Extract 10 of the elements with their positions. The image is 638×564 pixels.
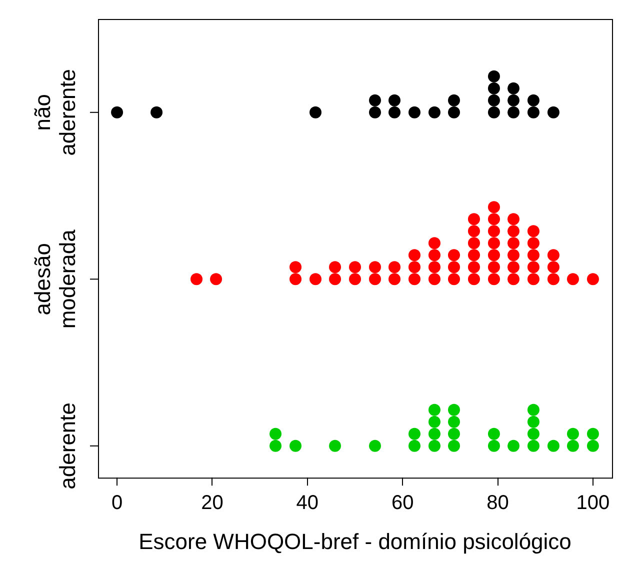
y-tick-label: não aderente xyxy=(30,68,80,156)
x-tick-label: 0 xyxy=(111,492,123,514)
y-tick-label: adesão moderada xyxy=(30,228,80,329)
x-tick-label: 20 xyxy=(201,492,224,514)
x-tick-label: 80 xyxy=(486,492,509,514)
x-axis-title: Escore WHOQOL-bref - domínio psicológico xyxy=(138,528,572,554)
y-tick-label: aderente xyxy=(55,402,80,490)
x-tick-label: 60 xyxy=(391,492,414,514)
x-tick-label: 40 xyxy=(296,492,319,514)
x-tick-label: 100 xyxy=(576,492,610,514)
